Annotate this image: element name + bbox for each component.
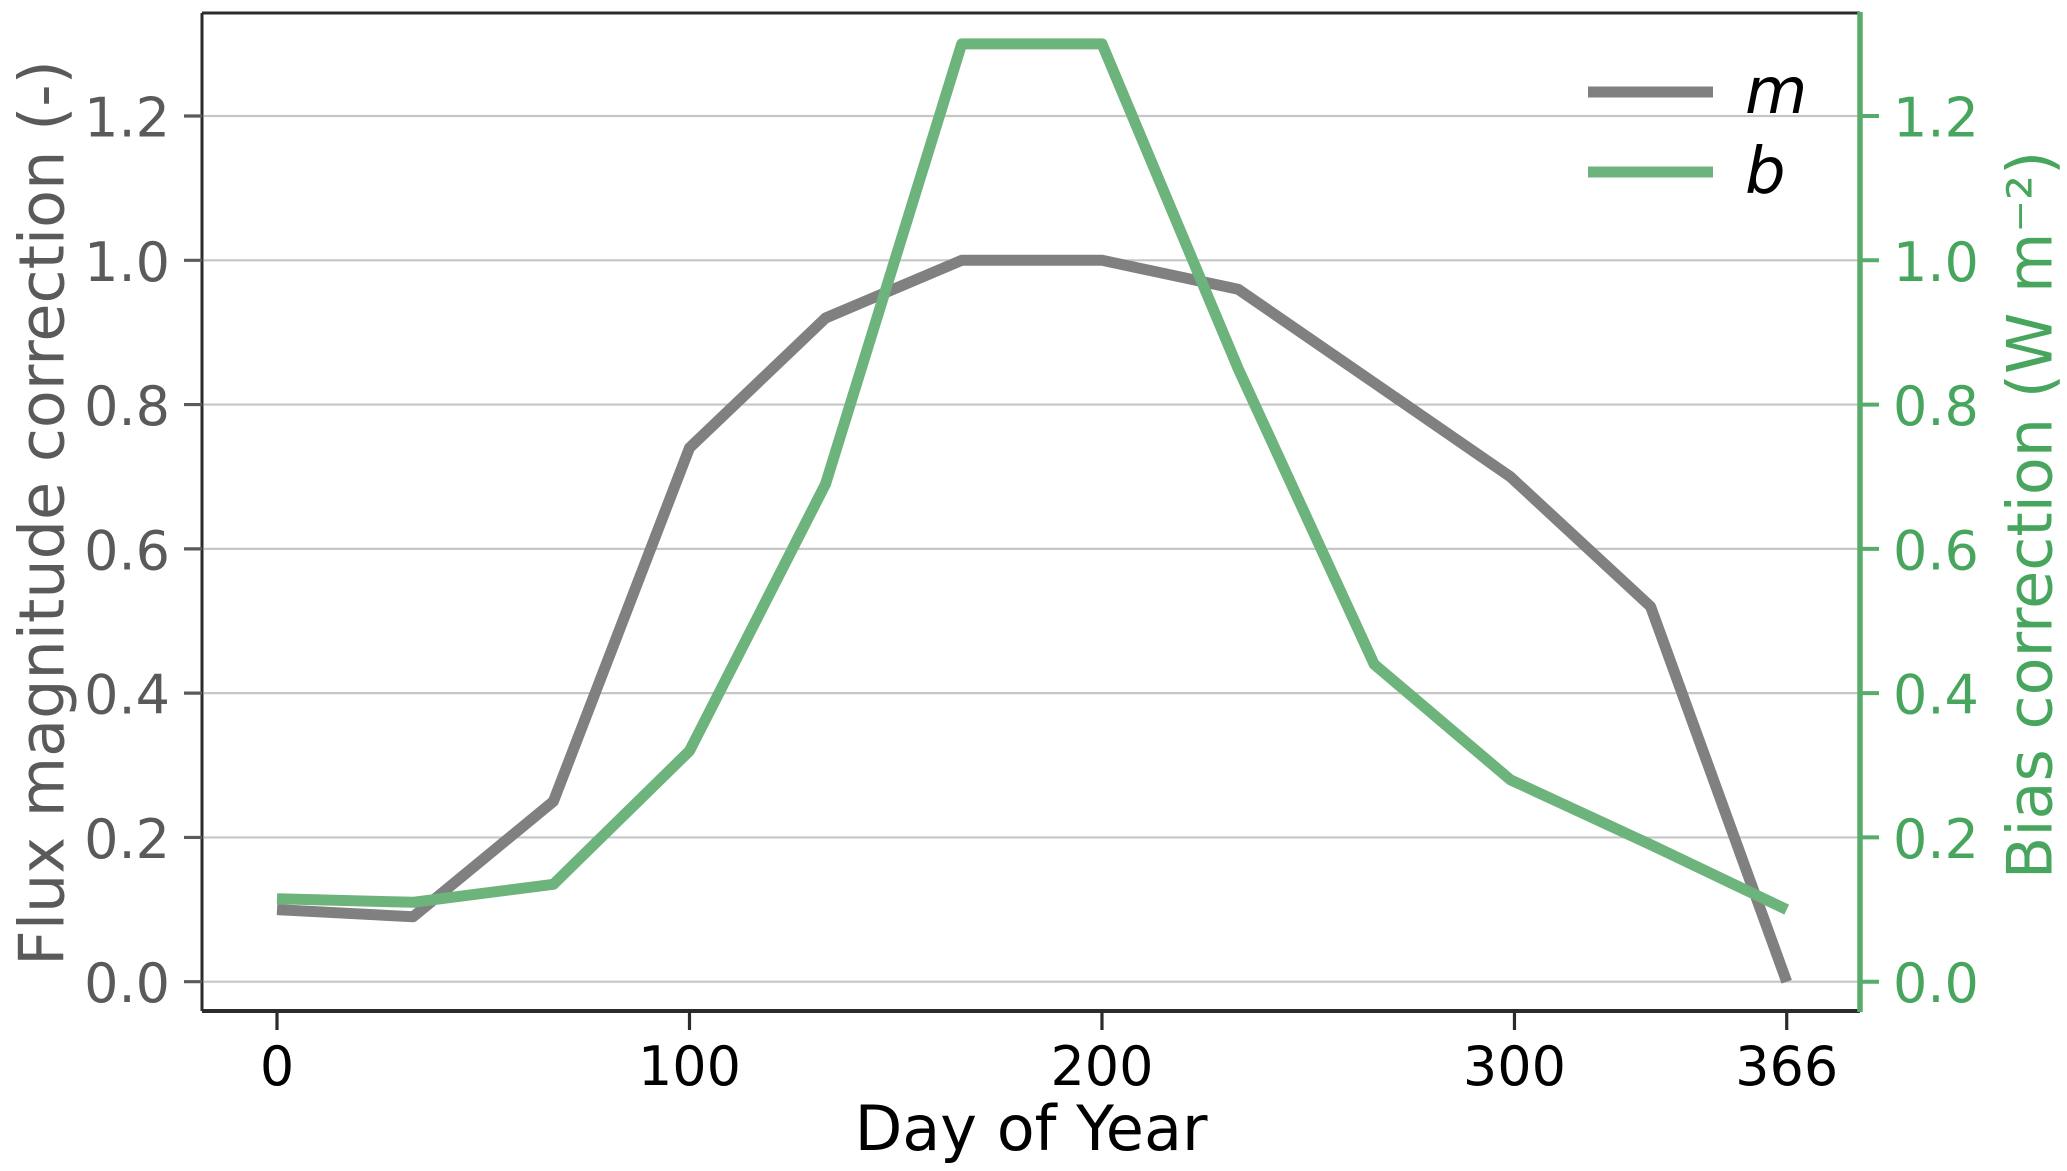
right-tick-label-0: 0.0 <box>1893 952 1979 1015</box>
left-tick-label-6: 1.2 <box>84 87 170 150</box>
right-tick-label-3: 0.6 <box>1893 519 1979 582</box>
axes-spines <box>200 11 1863 1013</box>
series-line-b <box>276 38 1790 915</box>
x-tick-label-4: 366 <box>1735 1035 1838 1098</box>
x-axis-label: Day of Year <box>855 1092 1208 1165</box>
right-tick-label-5: 1.0 <box>1893 231 1979 294</box>
legend-label-m: m <box>1745 55 1807 129</box>
right-tick-label-6: 1.2 <box>1893 87 1979 150</box>
right-tick-label-1: 0.2 <box>1893 808 1979 871</box>
left-tick-label-1: 0.2 <box>84 808 170 871</box>
left-tick-label-2: 0.4 <box>84 664 170 727</box>
right-y-axis-label: Bias correction (W m⁻²) <box>1994 151 2067 879</box>
left-tick-label-3: 0.6 <box>84 519 170 582</box>
right-tick-label-4: 0.8 <box>1893 375 1979 438</box>
left-tick-label-4: 0.8 <box>84 375 170 438</box>
legend <box>1588 86 1713 178</box>
x-tick-label-0: 0 <box>260 1035 294 1098</box>
tick-labels: 0.0 0.0 0.2 0.2 0.4 0.4 0.6 0.6 0.8 0.8 1.0 1.0 1.2 1… <box>84 87 1979 1098</box>
left-y-axis-label: Flux magnitude correction (-) <box>6 60 79 966</box>
x-tick-label-1: 100 <box>638 1035 741 1098</box>
series-line-m <box>276 254 1792 984</box>
left-tick-label-0: 0.0 <box>84 952 170 1015</box>
x-tick-label-3: 300 <box>1463 1035 1566 1098</box>
left-tick-label-5: 1.0 <box>84 231 170 294</box>
right-tick-label-2: 0.4 <box>1893 664 1979 727</box>
data-lines <box>276 38 1792 984</box>
legend-label-b: b <box>1745 135 1786 209</box>
x-tick-label-2: 200 <box>1050 1035 1153 1098</box>
tick-marks <box>184 114 1879 1030</box>
gridlines <box>204 114 1858 983</box>
